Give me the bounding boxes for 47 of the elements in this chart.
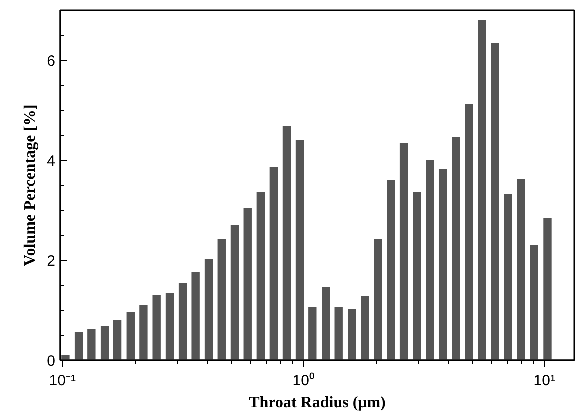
bar (270, 167, 278, 360)
bar (282, 126, 292, 360)
bar (126, 312, 135, 360)
bar (387, 180, 396, 360)
bar (296, 140, 304, 360)
bar (334, 307, 343, 360)
bar (88, 329, 96, 360)
bar (140, 306, 148, 360)
bar (530, 246, 538, 360)
y-axis-title: Volume Percentage [%] (22, 104, 40, 266)
y-tick-label: 0 (47, 353, 56, 370)
bar (256, 192, 266, 360)
bar (74, 332, 84, 360)
bar (192, 272, 200, 360)
bar (152, 296, 161, 360)
bar (348, 310, 356, 360)
bar (100, 326, 110, 360)
bar (400, 143, 408, 360)
bar (517, 180, 526, 360)
bar (491, 43, 500, 360)
bar (178, 283, 188, 360)
bar (361, 296, 370, 360)
bar (544, 218, 552, 360)
bar (218, 240, 226, 360)
bar (478, 20, 486, 360)
bar (204, 259, 214, 360)
bar (452, 137, 460, 360)
y-tick-label: 6 (47, 53, 56, 70)
bar (62, 356, 70, 360)
bar (308, 308, 317, 360)
y-tick-label: 4 (47, 153, 56, 170)
bar (413, 192, 422, 360)
x-tick-label: 10¹ (534, 372, 556, 390)
x-axis-title: Throat Radius (μm) (249, 394, 386, 412)
bar (438, 169, 448, 360)
bar (113, 320, 122, 360)
bar (322, 288, 330, 360)
y-tick-label: 2 (47, 253, 56, 270)
bar (244, 208, 252, 360)
x-tick-label: 10⁻¹ (49, 372, 76, 390)
bar (374, 239, 382, 360)
bar (166, 293, 174, 360)
bar (465, 104, 474, 360)
bar (426, 160, 434, 360)
bar (230, 225, 240, 360)
x-tick-label: 10⁰ (292, 372, 314, 390)
bar (504, 194, 512, 360)
